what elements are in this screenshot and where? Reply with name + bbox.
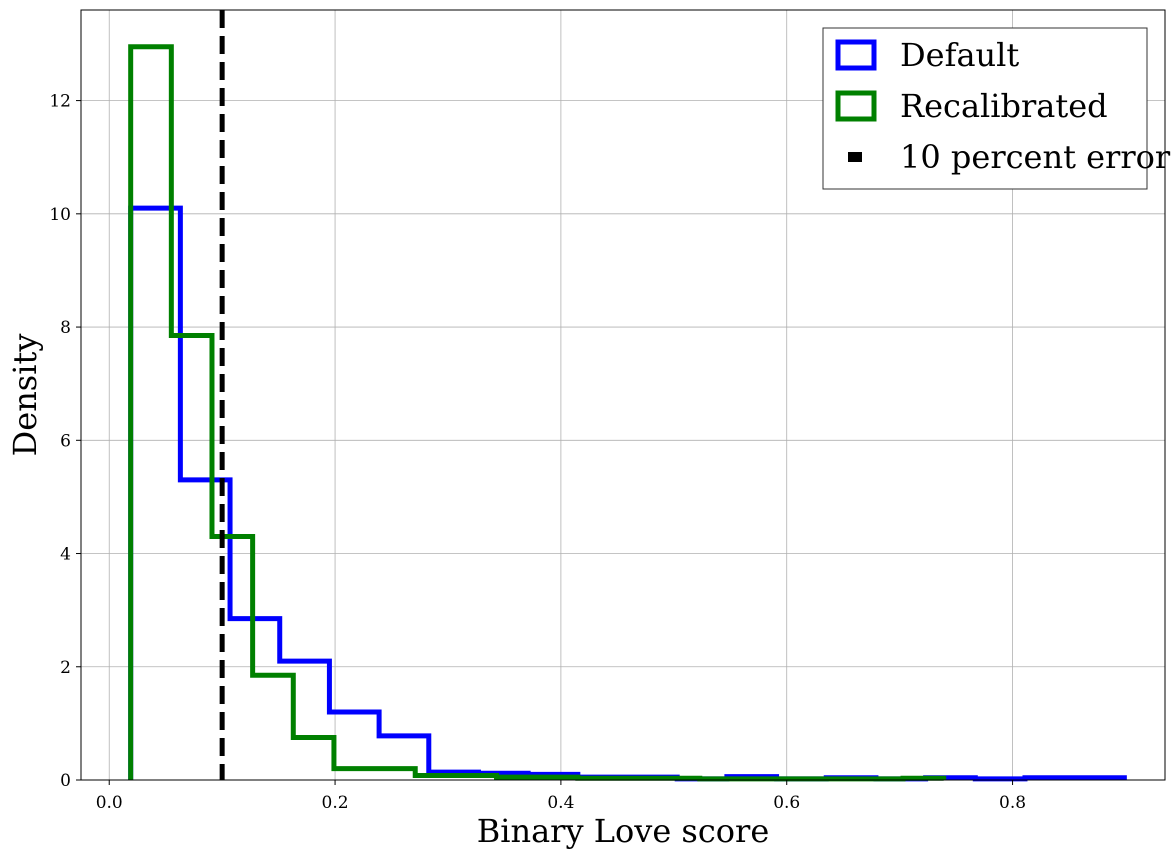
histogram-series-default: [128, 205, 1127, 782]
legend-swatch-default: [835, 39, 877, 71]
y-tick-label: 2: [60, 658, 71, 678]
legend-box: [822, 27, 1148, 190]
y-tick-label: 4: [60, 545, 71, 565]
legend-label-reference-line: 10 percent error: [900, 138, 1171, 176]
legend-swatch-recalibrated: [835, 90, 877, 122]
x-tick-label: 0.4: [547, 793, 574, 813]
x-tick-label: 0.2: [322, 793, 349, 813]
series-layer: [128, 44, 1127, 782]
y-tick-label: 10: [49, 205, 71, 225]
y-tick-label: 6: [60, 431, 71, 451]
histogram-series-recalibrated: [128, 44, 947, 782]
plot-frame: [80, 9, 1166, 781]
legend-label-default: Default: [900, 36, 1019, 74]
x-axis-title: Binary Love score: [477, 812, 770, 850]
x-tick-label: 0.0: [96, 793, 123, 813]
y-tick-label: 8: [60, 318, 71, 338]
tick-layer: 0.0 0.2 0.4 0.6 0.8 0 2 4 6 8 10 12: [49, 92, 1026, 813]
legend-swatch-reference-line: [848, 152, 862, 162]
legend: Default Recalibrated 10 percent error: [822, 27, 1171, 190]
y-tick-label: 0: [60, 771, 71, 791]
legend-label-recalibrated: Recalibrated: [900, 87, 1108, 125]
x-tick-label: 0.8: [999, 793, 1026, 813]
y-axis-title: Density: [6, 334, 44, 457]
x-tick-label: 0.6: [773, 793, 800, 813]
y-tick-label: 12: [49, 92, 71, 112]
